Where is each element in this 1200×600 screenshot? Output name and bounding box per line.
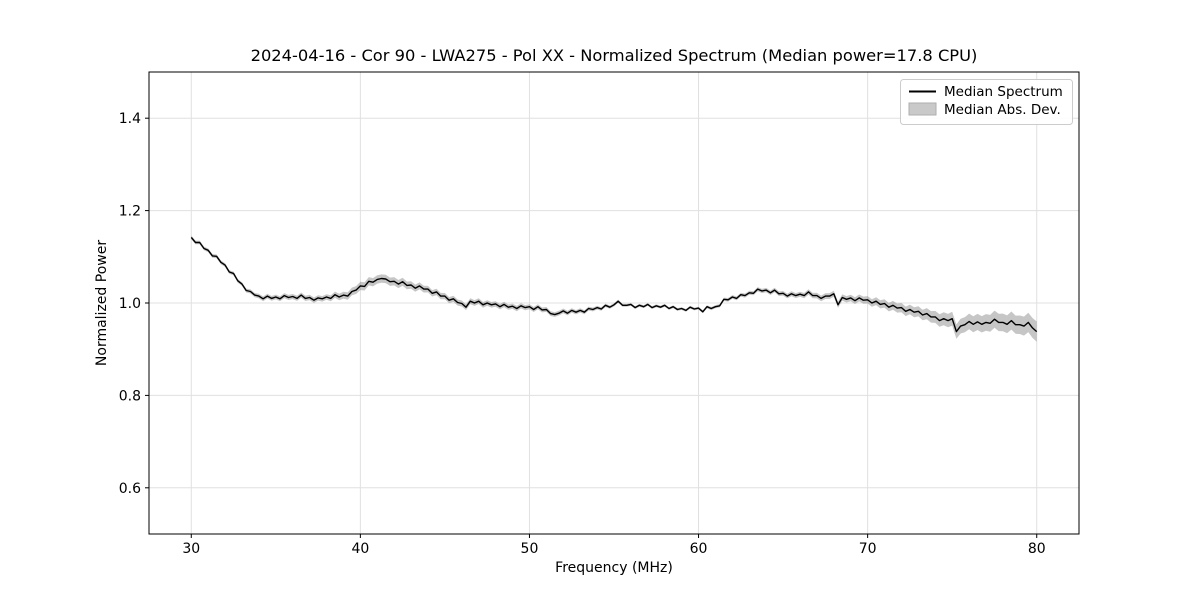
x-tick-label: 40 [351,541,369,557]
y-tick-label: 1.4 [119,111,141,127]
legend-box [900,79,1073,125]
y-axis-ticks [145,117,149,489]
x-axis-ticks [190,534,1038,538]
median-line [190,236,1038,333]
y-tick-label: 1.0 [119,296,141,312]
x-tick-label: 70 [859,541,877,557]
x-axis-label: Frequency (MHz) [555,560,673,576]
x-tick-label: 50 [521,541,539,557]
legend: Median Spectrum Median Abs. Dev. [900,79,1073,125]
legend-label-median-abs-dev: Median Abs. Dev. [944,102,1061,118]
y-axis-label: Normalized Power [94,240,110,366]
x-tick-label: 30 [182,541,200,557]
x-tick-label: 60 [690,541,708,557]
legend-patch-sample [908,102,937,116]
x-tick-label: 80 [1028,541,1046,557]
x-tick-labels: 30 40 50 60 70 80 [182,541,1045,557]
mad-band [191,235,1037,342]
y-tick-label: 0.6 [119,481,141,497]
y-tick-label: 0.8 [119,388,141,404]
legend-label-median-spectrum: Median Spectrum [944,84,1063,100]
y-tick-labels: 0.6 0.8 1.0 1.2 1.4 [119,111,141,497]
y-tick-label: 1.2 [119,204,141,220]
grid-lines [149,72,1079,534]
chart-title: 2024-04-16 - Cor 90 - LWA275 - Pol XX - … [251,46,978,65]
